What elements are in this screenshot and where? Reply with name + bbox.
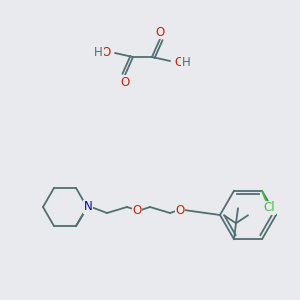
Text: O: O xyxy=(174,56,183,68)
Text: O: O xyxy=(102,46,111,59)
Text: O: O xyxy=(132,203,142,217)
Text: N: N xyxy=(84,200,92,214)
Text: O: O xyxy=(155,26,165,38)
Text: H: H xyxy=(94,46,103,59)
Text: Cl: Cl xyxy=(263,201,275,214)
Text: O: O xyxy=(176,203,184,217)
Text: H: H xyxy=(182,56,191,68)
Text: O: O xyxy=(120,76,130,88)
